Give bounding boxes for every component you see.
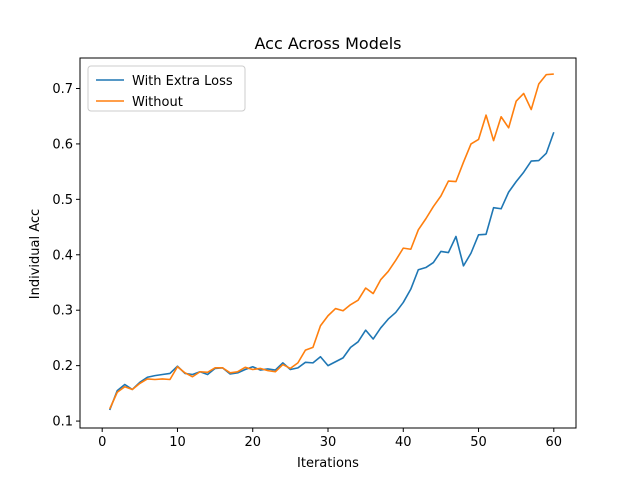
series-layer (108, 73, 555, 411)
x-tick-label: 40 (395, 435, 412, 450)
x-tick-label: 20 (244, 435, 261, 450)
y-tick-label: 0.2 (52, 359, 73, 374)
axis-ticks: 0 10 20 30 40 50 60 0.1 0.2 0.3 0.4 0.5 0.6 0.7 (52, 82, 562, 450)
x-tick-label: 10 (169, 435, 186, 450)
chart-title: Acc Across Models (255, 34, 402, 53)
legend-label-2: Without (132, 95, 183, 110)
y-tick-label: 0.1 (52, 415, 73, 430)
x-tick-label: 0 (98, 435, 106, 450)
y-axis-label: Individual Acc (28, 209, 43, 299)
x-tick-label: 50 (470, 435, 487, 450)
legend: With Extra Loss Without (87, 65, 246, 112)
y-tick-label: 0.3 (52, 304, 73, 319)
y-tick-label: 0.7 (52, 82, 73, 97)
legend-label-1: With Extra Loss (132, 74, 233, 89)
x-tick-label: 30 (320, 435, 337, 450)
series-line-2 (109, 73, 554, 410)
y-tick-label: 0.4 (52, 248, 73, 263)
legend-box (87, 65, 246, 112)
x-axis-label: Iterations (297, 456, 359, 471)
y-tick-label: 0.5 (52, 193, 73, 208)
y-tick-label: 0.6 (52, 137, 73, 152)
x-tick-label: 60 (546, 435, 563, 450)
